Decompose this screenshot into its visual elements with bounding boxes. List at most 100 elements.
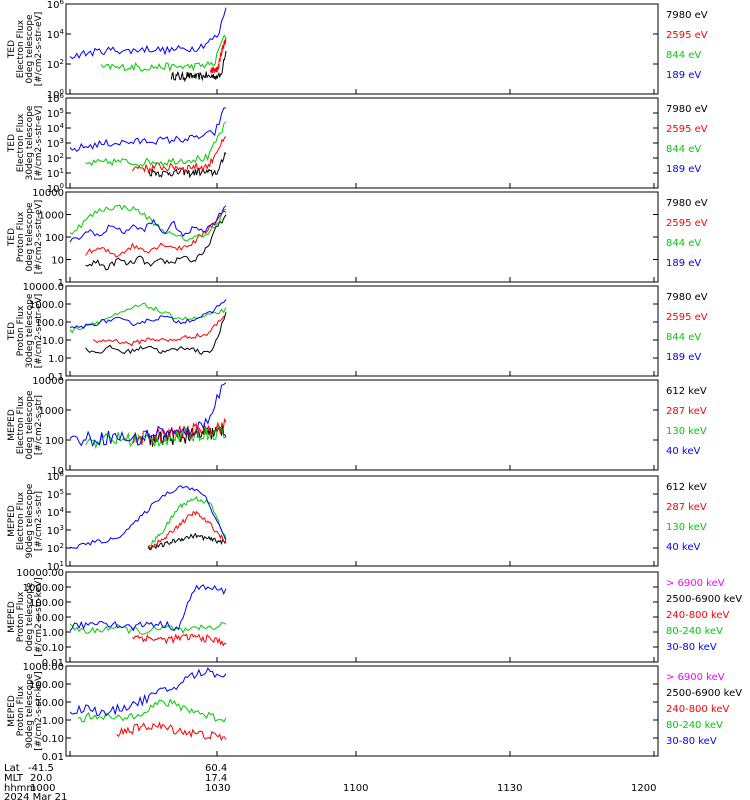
series-line-2595-ev (210, 37, 227, 74)
series-line-287-kev (147, 510, 227, 550)
legend-entry: 844 eV (666, 332, 701, 343)
legend-entry: 189 eV (666, 70, 701, 81)
series-line-189-ev (69, 7, 227, 60)
y-axis-label: 90deg telescope (25, 483, 35, 558)
legend-entry: 130 keV (666, 426, 707, 437)
series-line-30-80-kev (69, 584, 227, 632)
bottom-hhmm-value: 1130 (497, 783, 522, 794)
bottom-lat-value: 60.4 (205, 763, 227, 774)
y-axis-label: Electron Flux (16, 491, 26, 550)
legend-entry: 30-80 keV (666, 642, 717, 653)
y-axis-label: [#/cm2-s-str-eV] (34, 200, 44, 275)
y-tick-label: 1.00 (42, 716, 64, 727)
legend-entry: > 6900 keV (666, 672, 725, 683)
y-tick-label: 10000.0 (23, 282, 64, 293)
legend-entry: 40 keV (666, 446, 700, 457)
y-axis-label: [#/cm2-s-str] (34, 395, 44, 455)
y-tick-label: 0.01 (42, 658, 64, 669)
legend-entry: 240-800 keV (666, 610, 730, 621)
bottom-hhmm-value: 1000 (30, 783, 55, 794)
panel-frame (65, 665, 659, 757)
series-line-844-ev (100, 34, 227, 73)
legend-entry: 2500-6900 keV (666, 594, 742, 605)
series-line-7980-ev (85, 214, 227, 271)
y-axis-label: MEPED (7, 601, 17, 633)
panel-7: 0.01 0.10 1.00 10.00 100.00 1000.00 10000.00 ME… (7, 568, 742, 669)
legend-entry: 7980 eV (666, 104, 708, 115)
y-axis-label: Electron Flux (16, 19, 26, 78)
y-tick-label: 103 (47, 524, 64, 537)
panel-4: 0.1 1.0 10.0 100.0 1000.0 10000.0 TED Proton Fl… (7, 282, 708, 383)
series-line-612-kev (147, 532, 227, 551)
y-tick-label: 0.1 (48, 372, 64, 383)
series-line-130-kev (147, 496, 227, 547)
y-tick-label: 10000 (32, 376, 64, 387)
series-line-844-ev (69, 204, 227, 242)
legend-entry: > 6900 keV (666, 578, 725, 589)
series-line-189-ev (69, 107, 227, 153)
series-line-189-ev (69, 205, 227, 243)
series-line-189-ev (69, 299, 227, 329)
panel-3: 1 10 100 1000 10000 TED Proton Flux 0deg telesc… (7, 188, 708, 289)
y-axis-label: Proton Flux (16, 685, 26, 736)
legend-entry: 189 eV (666, 164, 701, 175)
y-axis-label: MEPED (7, 695, 17, 727)
panel-frame (65, 571, 659, 663)
y-axis-label: MEPED (7, 505, 17, 537)
y-tick-label: 106 (47, 0, 65, 11)
y-tick-label: 100.00 (29, 598, 64, 609)
legend-entry: 7980 eV (666, 292, 708, 303)
y-tick-label: 104 (47, 28, 65, 41)
series-line-30-80-kev (69, 667, 227, 717)
panel-frame (65, 379, 659, 471)
legend-entry: 40 keV (666, 542, 700, 553)
y-tick-label: 1.00 (42, 628, 64, 639)
y-tick-label: 105 (47, 107, 64, 120)
chart-panels: 100 102 104 106 TED Electron Flux 0deg telesco… (7, 0, 742, 763)
bottom-label-date: 2024 Mar 21 (4, 792, 67, 800)
series-line-844-ev (69, 302, 227, 334)
y-tick-label: 100.0 (35, 318, 64, 329)
y-tick-label: 10.00 (35, 698, 64, 709)
series-line-40-kev (69, 485, 227, 549)
y-tick-label: 102 (47, 542, 64, 555)
series-group (69, 7, 227, 83)
bottom-label-hhmm: hhmm (4, 783, 36, 794)
y-tick-label: 106 (47, 92, 65, 105)
bottom-mlt-value: 20.0 (30, 773, 52, 784)
y-axis-label: [#/cm2-s-str] (34, 491, 44, 551)
y-tick-label: 1 (58, 278, 64, 289)
legend-entry: 189 eV (666, 258, 701, 269)
y-tick-label: 10 (51, 256, 64, 267)
series-group (69, 299, 227, 355)
series-line-40-kev (69, 382, 227, 448)
legend-entry: 844 eV (666, 238, 701, 249)
legend-entry: 80-240 keV (666, 626, 723, 637)
legend-entry: 287 keV (666, 502, 707, 513)
bottom-label-mlt: MLT (4, 773, 24, 784)
panel-frame (65, 3, 659, 95)
series-line-287-kev (132, 417, 227, 446)
y-axis-label: 0deg telescope (25, 390, 35, 460)
y-tick-label: 104 (47, 122, 65, 135)
y-tick-label: 100 (45, 436, 64, 447)
series-line-240-800-kev (132, 633, 227, 647)
legend-entry: 7980 eV (666, 10, 708, 21)
series-group (69, 667, 227, 742)
legend-entry: 240-800 keV (666, 704, 730, 715)
legend-entry: 80-240 keV (666, 720, 723, 731)
legend-entry: 2500-6900 keV (666, 688, 742, 699)
series-line-7980-ev (85, 312, 227, 355)
series-line-80-240-kev (77, 698, 227, 723)
y-tick-label: 105 (47, 488, 64, 501)
y-tick-label: 100 (45, 233, 64, 244)
y-axis-label: TED (7, 322, 17, 341)
legend-entry: 189 eV (666, 352, 701, 363)
legend-entry: 612 keV (666, 482, 707, 493)
y-tick-label: 10 (51, 466, 64, 477)
y-tick-label: 106 (47, 470, 65, 483)
y-axis-label: MEPED (7, 409, 17, 441)
series-line-2595-ev (131, 136, 227, 174)
